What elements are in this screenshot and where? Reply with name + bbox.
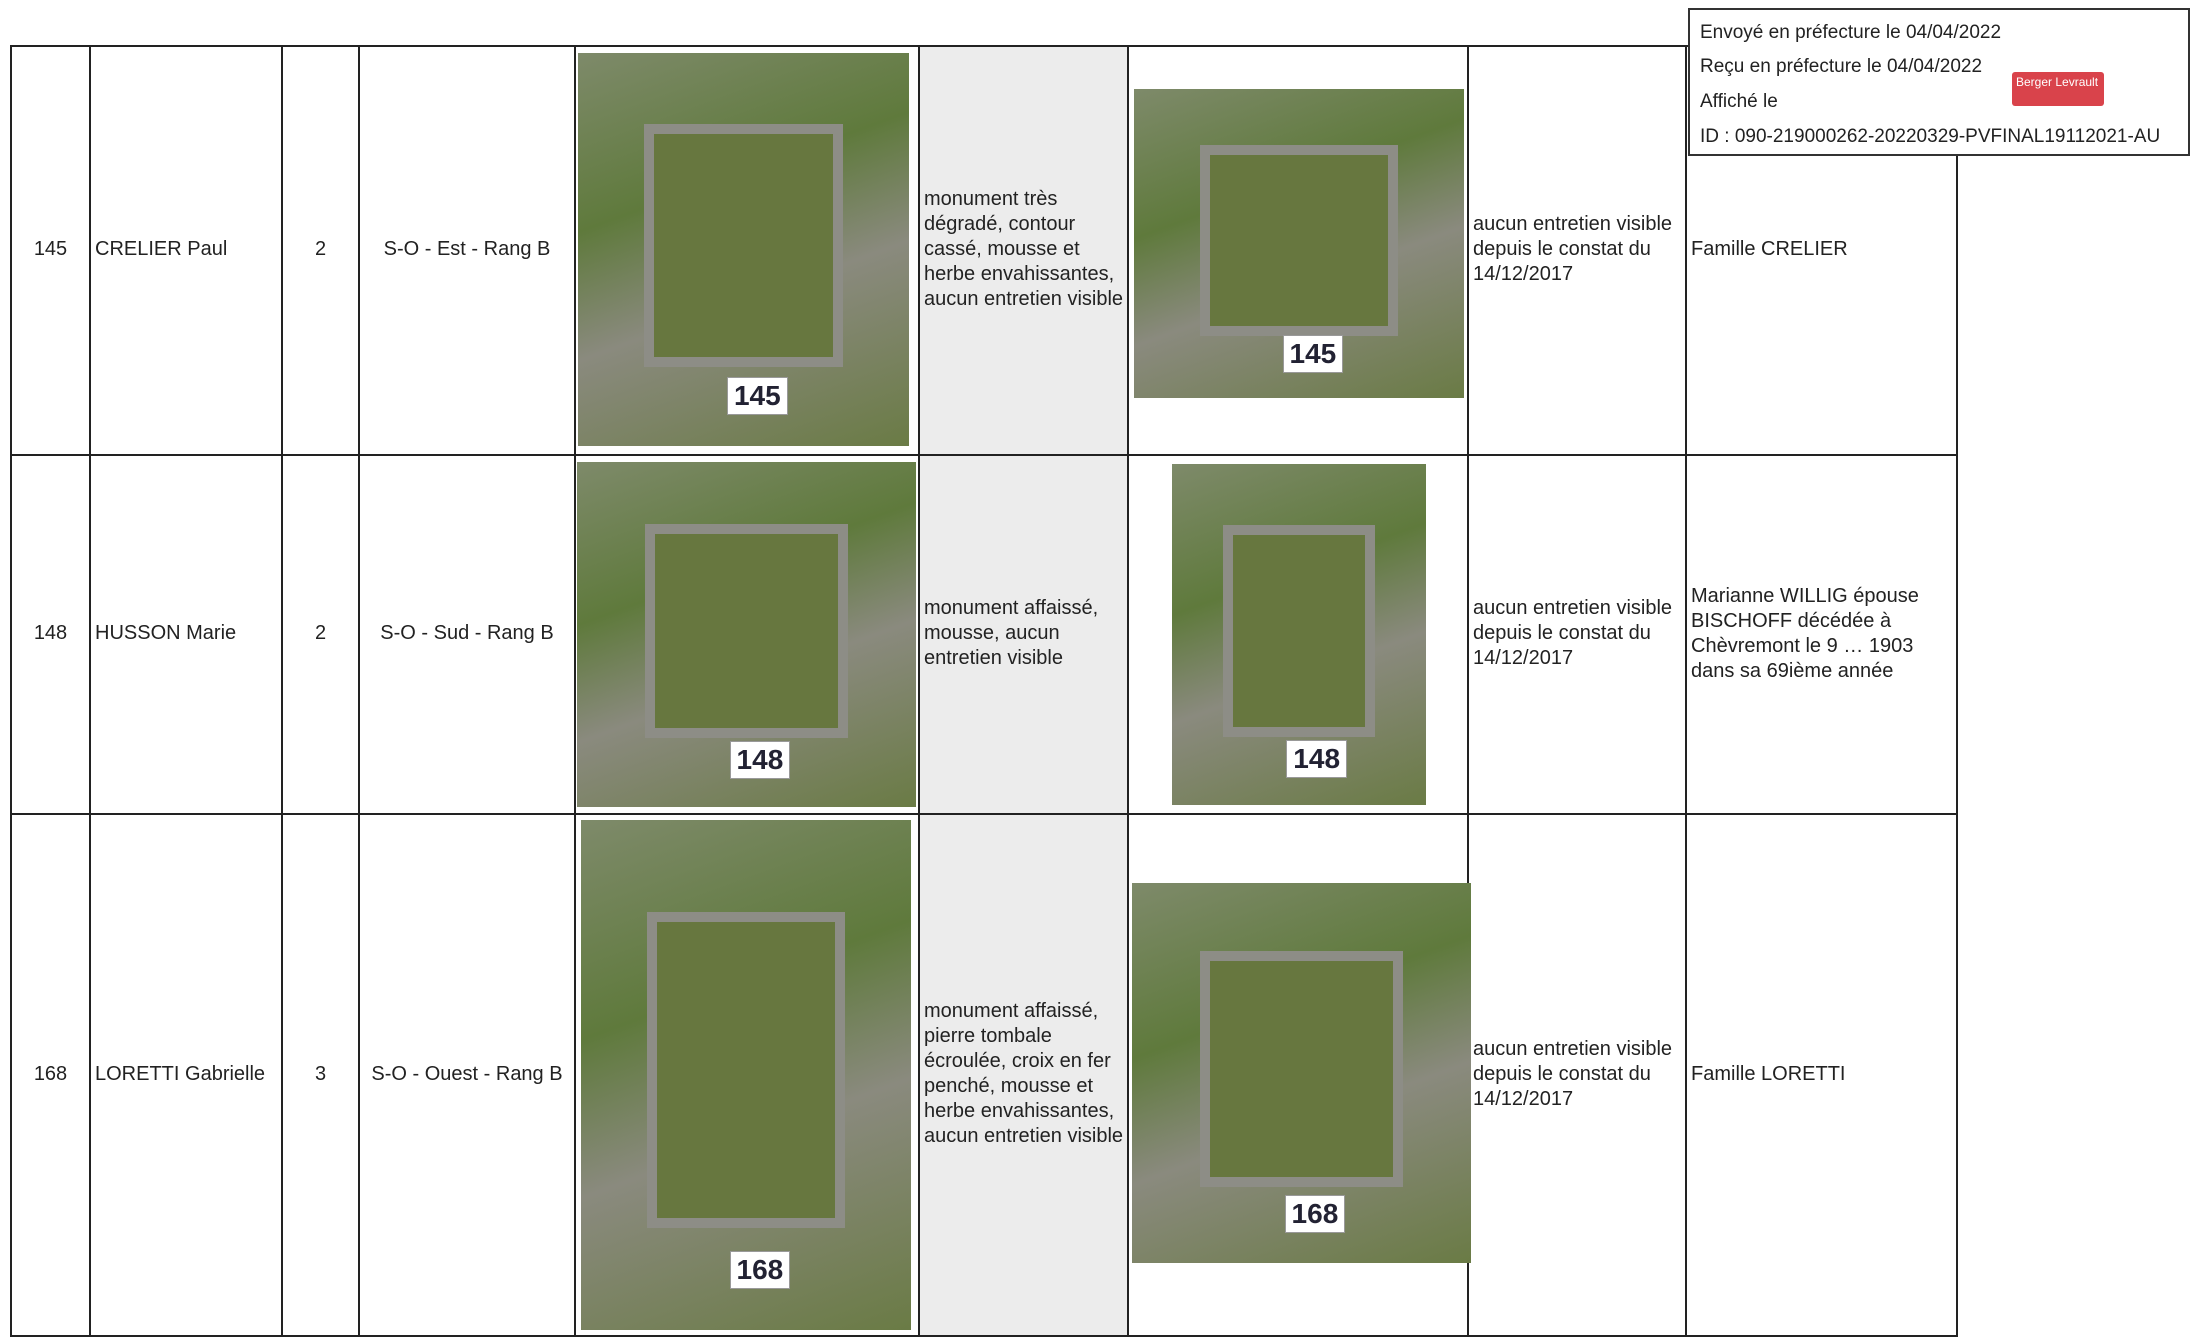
note: Famille CRELIER [1691,238,1848,260]
column-rule [574,45,576,1335]
photo-tag: 168 [729,1251,791,1290]
row-rule [10,813,1958,815]
grave-number: 168 [33,1062,68,1085]
column-rule [281,45,283,1335]
status: aucun entretien visible depuis le consta… [1473,1037,1673,1110]
location: S-O - Sud - Rang B [380,622,554,644]
description: monument affaissé, mousse, aucun entreti… [924,597,1099,669]
column-rule [89,45,91,1335]
grave-slab [1222,525,1376,737]
stamp-line: ID : 090-219000262-20220329-PVFINAL19112… [1700,126,2161,147]
description: monument affaissé, pierre tombale écroul… [924,1000,1124,1147]
row-rule [10,454,1958,456]
column-rule [1127,45,1129,1335]
column-rule [1467,45,1469,1335]
location: S-O - Ouest - Rang B [371,1062,563,1085]
photo: 145 [1134,89,1464,398]
photo-tag: 145 [1282,335,1344,374]
note: Marianne WILLIG épouse BISCHOFF décédée … [1691,584,1919,682]
name: HUSSON Marie [95,622,237,644]
note: Famille LORETTI [1691,1062,1846,1085]
stamp-line: Reçu en préfecture le 04/04/2022 [1700,56,1983,77]
photo: 168 [581,820,911,1330]
shade [918,454,1127,813]
column-rule [1685,45,1687,1335]
grave-slab [647,911,845,1228]
stamp-logo: Berger Levrault [2012,72,2104,106]
column-rule [10,45,12,1335]
grave-slab [644,123,843,368]
photo-tag: 148 [1286,739,1348,778]
status: aucun entretien visible depuis le consta… [1473,213,1673,285]
name: LORETTI Gabrielle [95,1062,266,1085]
grave-number: 148 [33,622,68,644]
stamp-box [1688,8,2190,156]
photo-tag: 148 [729,741,791,780]
photo-tag: 145 [726,376,788,415]
description: monument très dégradé, contour cassé, mo… [924,188,1124,310]
stamp-line: Affiché le [1700,91,1778,112]
photo: 168 [1132,883,1471,1263]
column-rule [1956,45,1958,1335]
count: 2 [314,622,327,644]
grave-slab [1200,144,1398,337]
count: 3 [314,1062,327,1085]
photo: 148 [1172,464,1426,805]
location: S-O - Est - Rang B [383,238,551,260]
grave-number: 145 [33,238,68,260]
count: 2 [314,238,327,260]
name: CRELIER Paul [95,238,228,260]
status: aucun entretien visible depuis le consta… [1473,597,1673,669]
shade [918,45,1127,454]
stamp-line: Envoyé en préfecture le 04/04/2022 [1700,22,2002,43]
grave-slab [1199,951,1404,1187]
photo: 145 [578,53,909,446]
column-rule [918,45,920,1335]
column-rule [358,45,360,1335]
row-rule [10,45,1958,47]
photo-tag: 168 [1284,1194,1346,1233]
grave-slab [644,524,849,738]
shade [918,813,1127,1335]
photo: 148 [577,462,916,807]
